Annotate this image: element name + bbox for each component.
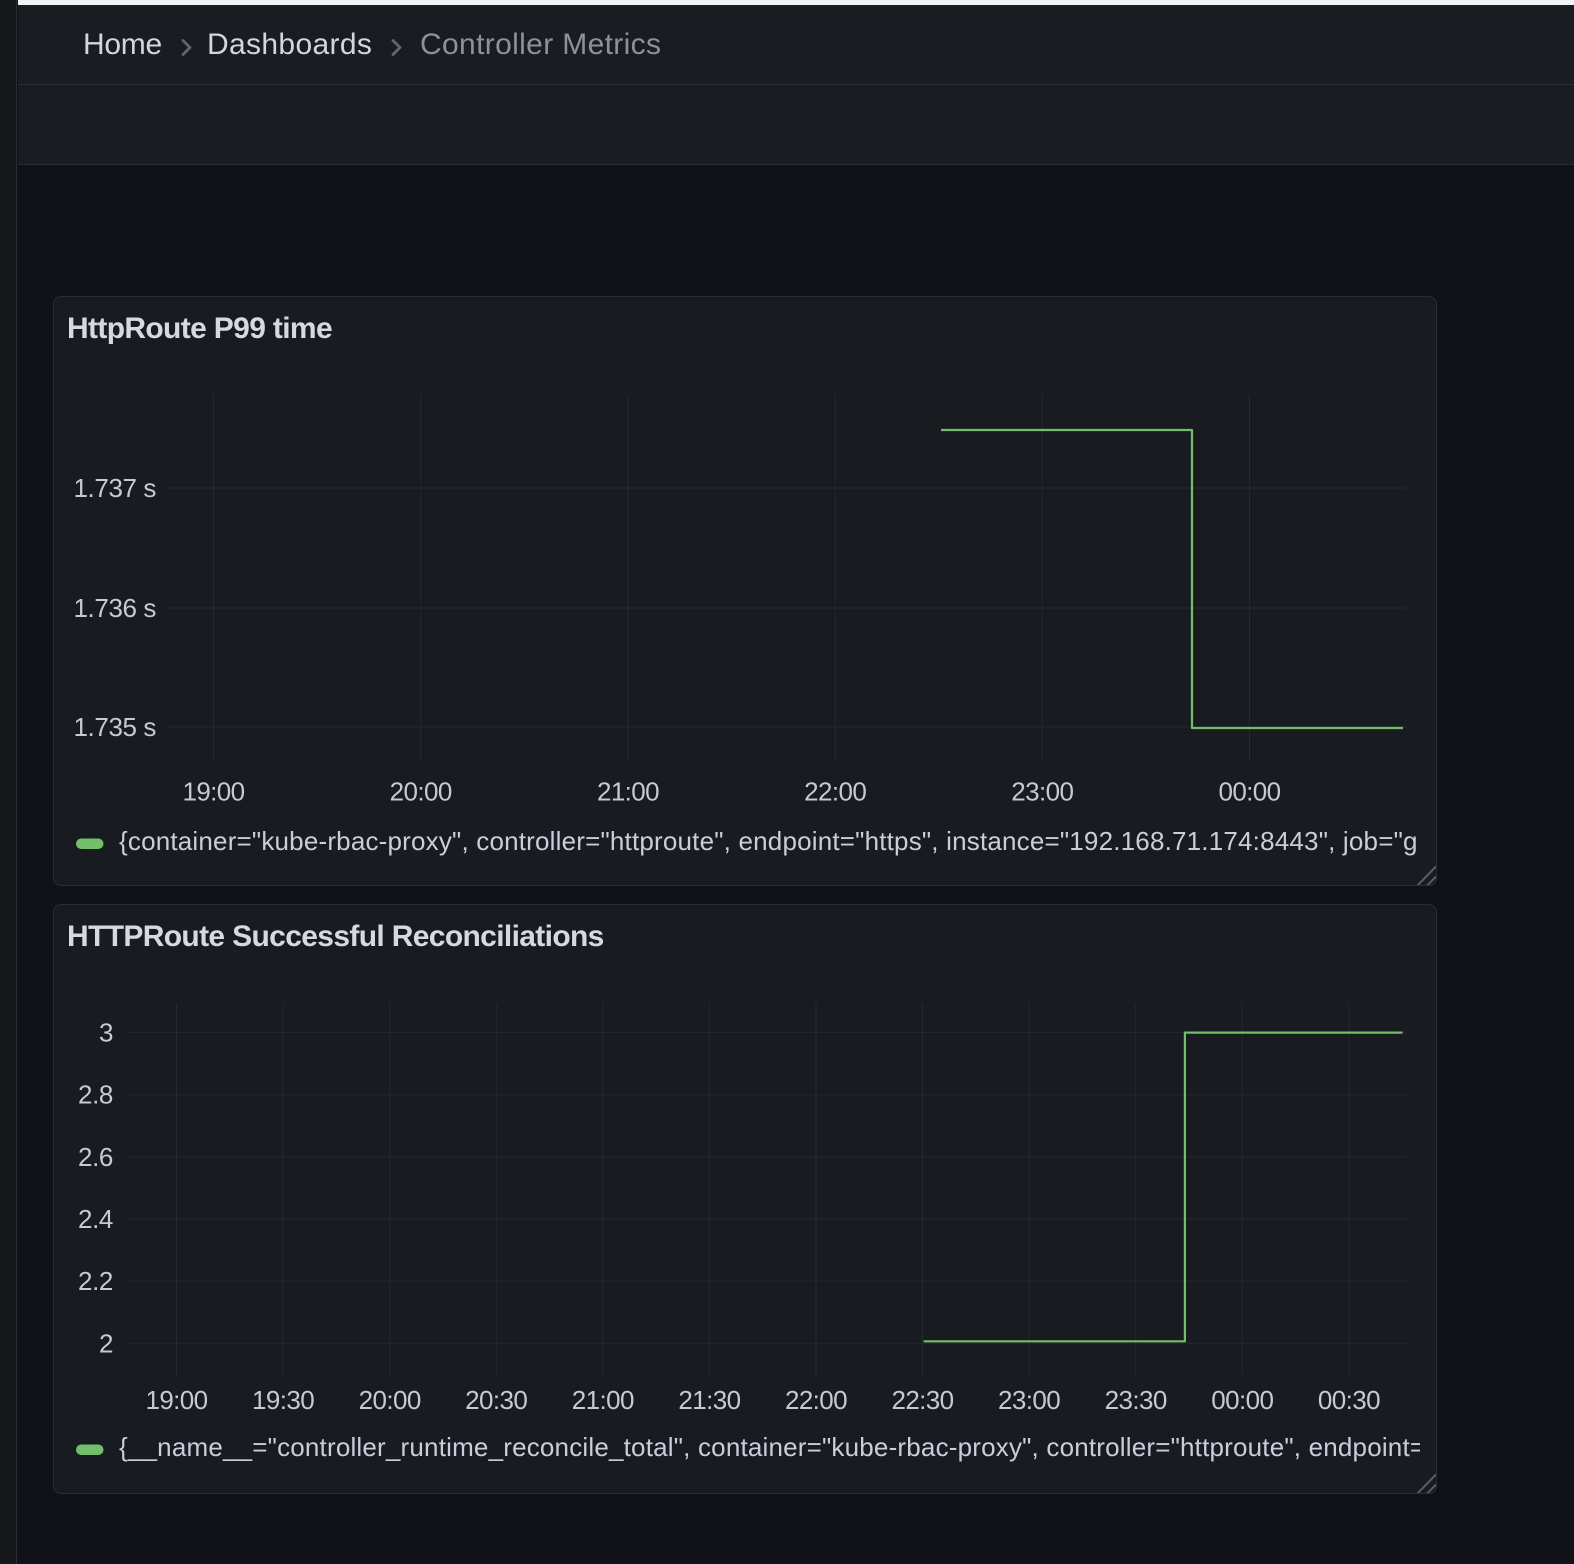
svg-text:23:00: 23:00 [1011, 777, 1073, 807]
svg-text:23:00: 23:00 [998, 1385, 1060, 1415]
svg-text:2.4: 2.4 [78, 1204, 113, 1234]
svg-text:22:00: 22:00 [785, 1385, 847, 1415]
svg-text:1.737 s: 1.737 s [74, 473, 157, 503]
svg-text:20:00: 20:00 [359, 1385, 421, 1415]
svg-text:1.736 s: 1.736 s [74, 593, 157, 623]
svg-text:21:30: 21:30 [678, 1385, 740, 1415]
svg-text:21:00: 21:00 [597, 777, 659, 807]
svg-text:20:30: 20:30 [465, 1385, 527, 1415]
svg-text:00:30: 00:30 [1318, 1385, 1380, 1415]
svg-text:2.8: 2.8 [78, 1080, 113, 1110]
svg-text:00:00: 00:00 [1218, 777, 1280, 807]
svg-text:23:30: 23:30 [1105, 1385, 1167, 1415]
svg-text:20:00: 20:00 [390, 777, 452, 807]
svg-text:22:00: 22:00 [804, 777, 866, 807]
svg-text:00:00: 00:00 [1211, 1385, 1273, 1415]
svg-text:19:30: 19:30 [252, 1385, 314, 1415]
svg-text:21:00: 21:00 [572, 1385, 634, 1415]
svg-text:19:00: 19:00 [182, 777, 244, 807]
svg-text:2.6: 2.6 [78, 1142, 113, 1172]
svg-text:1.735 s: 1.735 s [74, 712, 157, 742]
svg-text:2: 2 [99, 1328, 113, 1358]
svg-text:2.2: 2.2 [78, 1266, 113, 1296]
svg-text:3: 3 [99, 1018, 113, 1048]
svg-text:22:30: 22:30 [891, 1385, 953, 1415]
svg-text:19:00: 19:00 [145, 1385, 207, 1415]
